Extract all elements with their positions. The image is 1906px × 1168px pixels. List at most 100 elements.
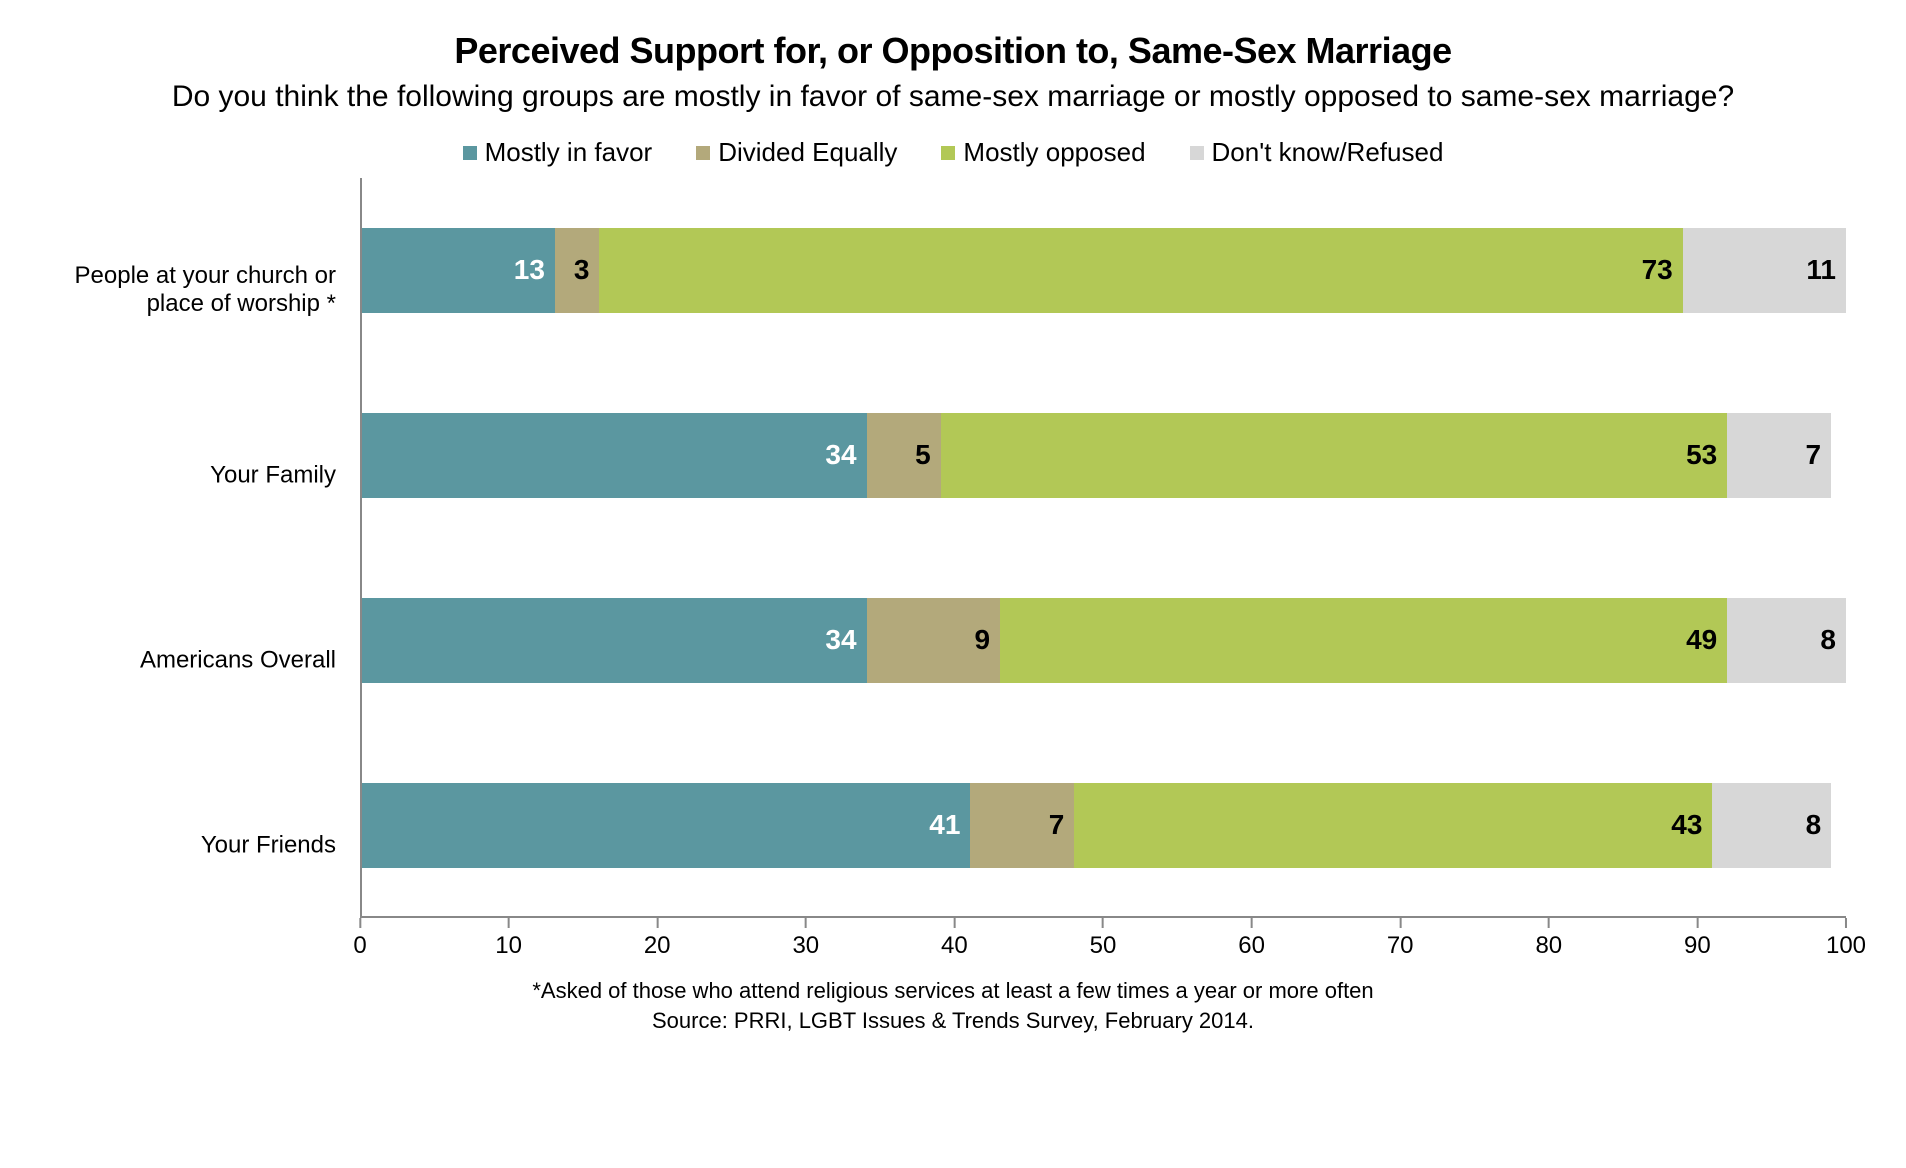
x-tick: 50 — [1090, 918, 1117, 960]
stacked-bar: 34 5 53 7 — [362, 413, 1846, 498]
legend-swatch — [463, 146, 477, 160]
category-label: Your Family — [60, 461, 348, 490]
x-tick-label: 70 — [1387, 932, 1414, 960]
bar-value-label: 9 — [975, 624, 991, 656]
legend-label: Mostly opposed — [963, 137, 1145, 168]
stacked-bar: 34 9 49 8 — [362, 598, 1846, 683]
x-tick-label: 40 — [941, 932, 968, 960]
legend-item: Don't know/Refused — [1190, 137, 1444, 168]
legend-item: Mostly in favor — [463, 137, 653, 168]
bar-segment-dk: 11 — [1683, 228, 1846, 313]
legend-swatch — [941, 146, 955, 160]
legend-item: Divided Equally — [696, 137, 897, 168]
bar-segment-dk: 8 — [1727, 598, 1846, 683]
chart-title: Perceived Support for, or Opposition to,… — [60, 30, 1846, 72]
x-tick-mark — [1102, 918, 1104, 928]
bar-value-label: 73 — [1642, 254, 1673, 286]
x-tick-mark — [953, 918, 955, 928]
bar-slot: 13 3 73 11 — [362, 228, 1846, 313]
chart-container: People at your church or place of worshi… — [60, 178, 1846, 958]
bar-value-label: 8 — [1806, 809, 1822, 841]
x-tick-mark — [1548, 918, 1550, 928]
plot-column: 1337311345537349498417438 01020304050607… — [360, 178, 1846, 958]
legend-swatch — [696, 146, 710, 160]
bar-slot: 34 9 49 8 — [362, 598, 1846, 683]
legend-label: Divided Equally — [718, 137, 897, 168]
x-tick-mark — [656, 918, 658, 928]
category-label: People at your church or place of worshi… — [60, 262, 348, 320]
bar-value-label: 41 — [929, 809, 960, 841]
x-tick: 70 — [1387, 918, 1414, 960]
bar-segment-dk: 8 — [1712, 783, 1831, 868]
bar-value-label: 11 — [1806, 254, 1836, 286]
bar-segment-opposed: 73 — [599, 228, 1682, 313]
bar-segment-favor: 13 — [362, 228, 555, 313]
x-tick-label: 0 — [353, 932, 366, 960]
bar-segment-opposed: 43 — [1074, 783, 1712, 868]
bar-value-label: 43 — [1671, 809, 1702, 841]
bar-slot: 41 7 43 8 — [362, 783, 1846, 868]
x-tick-mark — [805, 918, 807, 928]
x-tick-label: 100 — [1826, 932, 1866, 960]
bar-value-label: 8 — [1820, 624, 1836, 656]
x-tick-label: 30 — [792, 932, 819, 960]
bar-segment-divided: 5 — [867, 413, 941, 498]
bar-segment-favor: 41 — [362, 783, 970, 868]
x-tick-label: 60 — [1238, 932, 1265, 960]
x-tick: 30 — [792, 918, 819, 960]
x-tick-label: 20 — [644, 932, 671, 960]
x-axis-ticks: 0102030405060708090100 — [360, 918, 1846, 958]
x-tick-mark — [359, 918, 361, 928]
bar-segment-dk: 7 — [1727, 413, 1831, 498]
chart-subtitle: Do you think the following groups are mo… — [60, 78, 1846, 116]
x-tick-label: 80 — [1535, 932, 1562, 960]
x-tick-mark — [1696, 918, 1698, 928]
x-tick: 40 — [941, 918, 968, 960]
plot-area: 13 3 73 11 34 5 53 7 34 9 49 8 41 7 43 8 — [360, 178, 1846, 918]
x-tick-label: 10 — [495, 932, 522, 960]
bar-value-label: 34 — [825, 439, 856, 471]
stacked-bar: 41 7 43 8 — [362, 783, 1846, 868]
bar-segment-divided: 9 — [867, 598, 1001, 683]
x-tick-mark — [1845, 918, 1847, 928]
footnote-line-2: Source: PRRI, LGBT Issues & Trends Surve… — [60, 1006, 1846, 1036]
bars-container: 13 3 73 11 34 5 53 7 34 9 49 8 41 7 43 8 — [362, 178, 1846, 916]
x-tick-mark — [1251, 918, 1253, 928]
bar-value-label: 7 — [1049, 809, 1065, 841]
bar-segment-favor: 34 — [362, 413, 867, 498]
bar-value-label: 34 — [825, 624, 856, 656]
bar-segment-divided: 3 — [555, 228, 600, 313]
footnote-line-1: *Asked of those who attend religious ser… — [60, 976, 1846, 1006]
legend-item: Mostly opposed — [941, 137, 1145, 168]
category-label: Your Friends — [60, 831, 348, 860]
x-tick: 80 — [1535, 918, 1562, 960]
bar-slot: 34 5 53 7 — [362, 413, 1846, 498]
bar-segment-opposed: 53 — [941, 413, 1728, 498]
legend-label: Don't know/Refused — [1212, 137, 1444, 168]
bar-value-label: 3 — [574, 254, 590, 286]
chart-footnote: *Asked of those who attend religious ser… — [60, 976, 1846, 1035]
x-tick-label: 90 — [1684, 932, 1711, 960]
bar-value-label: 53 — [1686, 439, 1717, 471]
bar-value-label: 49 — [1686, 624, 1717, 656]
stacked-bar: 13 3 73 11 — [362, 228, 1846, 313]
chart-legend: Mostly in favor Divided Equally Mostly opp… — [60, 136, 1846, 169]
legend-swatch — [1190, 146, 1204, 160]
x-tick: 20 — [644, 918, 671, 960]
bar-segment-favor: 34 — [362, 598, 867, 683]
x-tick-mark — [508, 918, 510, 928]
x-tick-mark — [1399, 918, 1401, 928]
bar-value-label: 5 — [915, 439, 931, 471]
bar-value-label: 7 — [1806, 439, 1822, 471]
bar-segment-opposed: 49 — [1000, 598, 1727, 683]
x-tick: 90 — [1684, 918, 1711, 960]
category-labels-column: People at your church or place of worshi… — [60, 198, 360, 938]
bar-value-label: 13 — [514, 254, 545, 286]
x-tick: 60 — [1238, 918, 1265, 960]
x-tick-label: 50 — [1090, 932, 1117, 960]
category-label: Americans Overall — [60, 646, 348, 675]
legend-label: Mostly in favor — [485, 137, 653, 168]
x-tick: 10 — [495, 918, 522, 960]
bar-segment-divided: 7 — [970, 783, 1074, 868]
x-tick: 0 — [353, 918, 366, 960]
